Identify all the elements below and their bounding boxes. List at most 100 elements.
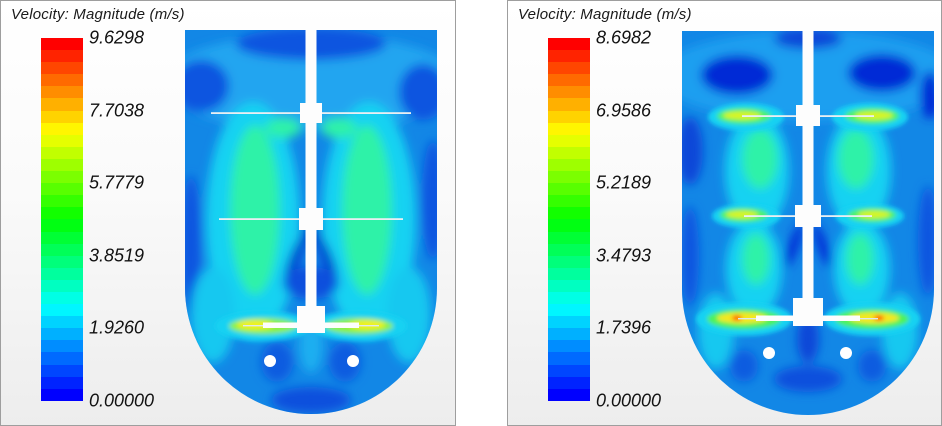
colorbar-band [548,38,590,51]
top-impeller-hub [796,105,820,126]
colorbar-tick-label: 7.7038 [89,100,145,121]
colorbar-band [548,304,590,317]
colorbar-tick-label: 3.4793 [596,245,652,266]
colorbar-tick-label: 8.6982 [596,27,652,48]
bottom-impeller-blade-right [812,315,860,321]
colorbar-band [41,231,83,244]
right-panel: Velocity: Magnitude (m/s) 8.6982 6.9586 5.… [507,0,942,426]
panel-title: Velocity: Magnitude (m/s) [11,6,185,23]
bottom-impeller-blade-left [756,315,804,321]
colorbar-band [548,134,590,147]
panel-title: Velocity: Magnitude (m/s) [518,6,692,23]
colorbar-band [41,279,83,292]
colorbar-band [548,255,590,268]
colorbar-band [548,243,590,256]
colorbar-band [41,74,83,87]
colorbar-tick-label: 0.00000 [89,390,155,411]
middle-impeller-hub [795,205,821,227]
sparger-hole-right [347,355,359,367]
colorbar-band [548,291,590,305]
colorbar-band [41,364,83,377]
velocity-field-blobs [682,31,934,392]
colorbar-band [548,279,590,292]
colorbar-tick-label: 0.00000 [596,390,662,411]
bottom-impeller-hub [793,298,823,326]
left-panel: Velocity: Magnitude (m/s) 9.6298 7.7038 5.… [0,0,456,426]
colorbar-band [548,195,590,208]
sparger-hole-left [763,347,775,359]
top-impeller-hub [300,103,322,123]
colorbar-band [548,352,590,365]
colorbar-band [41,110,83,123]
colorbar-band [548,340,590,353]
colorbar-tick-label: 6.9586 [596,100,652,121]
tank-internals [211,30,411,367]
colorbar-tick-label: 9.6298 [89,27,145,48]
bottom-impeller-hub [297,306,325,333]
colorbar-tick-label: 1.7396 [596,317,652,338]
colorbar-band [41,207,83,220]
colorbar-band [41,171,83,184]
colorbar-band [41,267,83,280]
colorbar-band [41,328,83,341]
vessel-contour-plot [682,31,934,415]
colorbar-band [41,376,83,389]
colorbar-band [548,74,590,87]
colorbar-band [548,146,590,159]
colorbar-band [548,267,590,280]
colorbar [41,38,83,401]
colorbar-band [548,231,590,244]
colorbar-band [41,122,83,135]
colorbar-band [548,110,590,123]
colorbar-band [41,255,83,268]
colorbar-band [548,364,590,377]
vessel-contour-plot [185,30,437,414]
colorbar-tick-label: 5.7779 [89,172,145,193]
shaft [305,30,317,314]
colorbar-band [41,98,83,111]
colorbar-band [548,98,590,111]
shaft [802,31,814,303]
colorbar-band [548,219,590,232]
middle-impeller-hub [299,208,323,230]
colorbar-band [41,219,83,232]
sparger-hole-left [264,355,276,367]
colorbar-tick-label: 3.8519 [89,245,145,266]
colorbar-band [41,304,83,317]
colorbar-ticks: 9.6298 7.7038 5.7779 3.8519 1.9260 0.00000 [89,28,189,411]
colorbar-band [548,86,590,99]
colorbar-band [41,158,83,172]
colorbar-band [548,122,590,135]
colorbar-band [41,183,83,196]
colorbar-band [41,50,83,63]
colorbar-band [548,183,590,196]
colorbar [548,38,590,401]
tank-internals [738,31,878,359]
colorbar-band [548,50,590,63]
colorbar-tick-label: 5.2189 [596,172,652,193]
colorbar-band [41,291,83,305]
colorbar-band [548,171,590,184]
colorbar-band [548,207,590,220]
colorbar-band [548,388,590,401]
colorbar-band [548,316,590,329]
colorbar-band [41,352,83,365]
colorbar-band [41,243,83,256]
colorbar-ticks: 8.6982 6.9586 5.2189 3.4793 1.7396 0.00000 [596,28,696,411]
bottom-impeller-blade-right [315,322,359,328]
colorbar-band [41,134,83,147]
colorbar-band [41,316,83,329]
sparger-hole-right [840,347,852,359]
colorbar-band [41,86,83,99]
colorbar-band [41,38,83,51]
colorbar-band [41,388,83,401]
bottom-impeller-blade-left [263,322,307,328]
colorbar-band [548,62,590,75]
colorbar-band [548,328,590,341]
colorbar-band [41,146,83,159]
colorbar-band [548,158,590,172]
colorbar-tick-label: 1.9260 [89,317,145,338]
colorbar-band [41,340,83,353]
colorbar-band [548,376,590,389]
colorbar-band [41,195,83,208]
